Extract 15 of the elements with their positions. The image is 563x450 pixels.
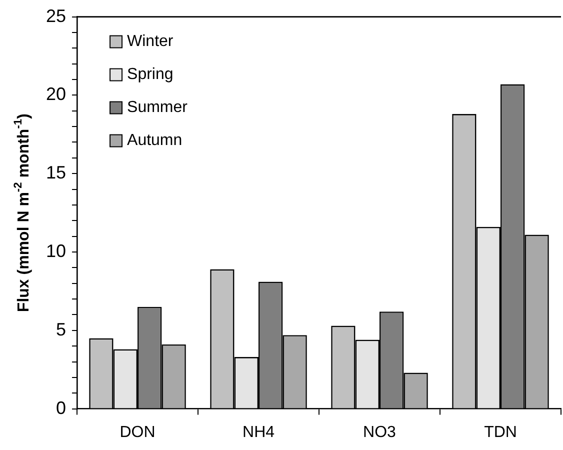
y-tick-label: 20 bbox=[46, 84, 66, 104]
x-tick-label: NO3 bbox=[363, 424, 396, 441]
legend-label: Autumn bbox=[127, 132, 182, 150]
legend-label: Spring bbox=[127, 66, 174, 84]
legend-label: Winter bbox=[127, 33, 174, 50]
y-axis-title: Flux (mmol N m-2 month-1) bbox=[12, 114, 32, 312]
x-tick-label: DON bbox=[120, 424, 156, 441]
x-tick-label: NH4 bbox=[242, 424, 275, 441]
y-tick-label: 25 bbox=[46, 6, 66, 26]
x-tick-label: TDN bbox=[484, 424, 517, 441]
y-tick-label: 10 bbox=[46, 240, 66, 261]
y-tick-label: 15 bbox=[46, 162, 66, 183]
y-tick-label: 0 bbox=[56, 398, 66, 418]
legend-label: Summer bbox=[127, 99, 188, 116]
y-tick-label: 5 bbox=[56, 319, 66, 340]
